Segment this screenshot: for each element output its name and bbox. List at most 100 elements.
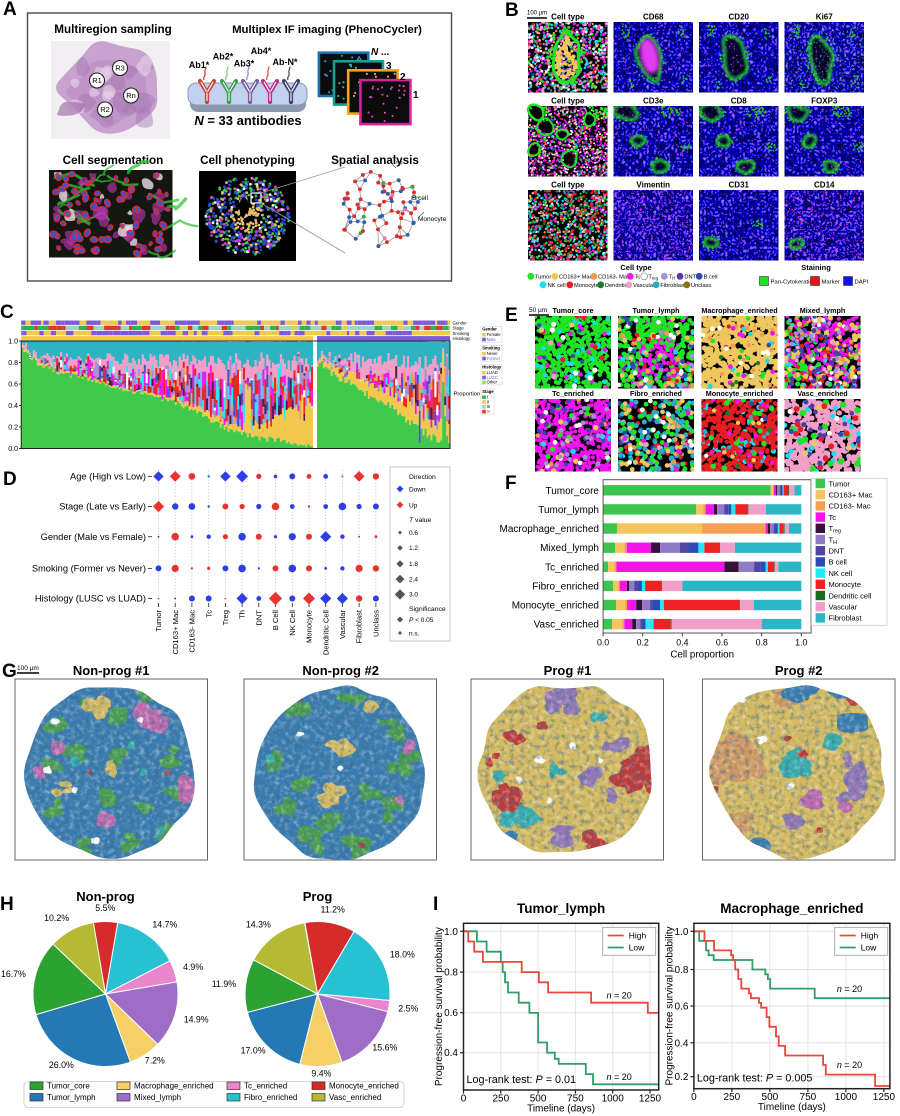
svg-text:CD3e: CD3e	[643, 97, 664, 106]
svg-text:Tumor_lymph: Tumor_lymph	[538, 505, 599, 516]
svg-text:IV: IV	[487, 409, 491, 414]
svg-text:NK cell: NK cell	[548, 283, 566, 289]
svg-text:LUAD: LUAD	[487, 370, 498, 375]
svg-text:Treg: Treg	[648, 274, 658, 280]
svg-text:Ab3*: Ab3*	[234, 59, 255, 69]
svg-text:0.4: 0.4	[674, 1038, 688, 1049]
svg-text:I: I	[487, 395, 488, 400]
svg-text:Tc: Tc	[635, 274, 641, 280]
svg-text:Direction: Direction	[409, 474, 436, 481]
svg-text:DNT: DNT	[684, 274, 696, 280]
svg-text:DAPI: DAPI	[855, 280, 869, 286]
svg-text:LUSC: LUSC	[487, 375, 498, 380]
svg-text:Cell proportion: Cell proportion	[670, 650, 734, 661]
svg-text:1.0: 1.0	[674, 927, 688, 938]
svg-text:Dendritic cell: Dendritic cell	[829, 591, 872, 600]
svg-text:Progression-free survival prob: Progression-free survival probability	[434, 927, 445, 1086]
svg-text:III: III	[487, 404, 491, 409]
svg-text:2.5%: 2.5%	[398, 1003, 418, 1013]
svg-text:Progression-free survival prob: Progression-free survival probability	[664, 927, 675, 1086]
svg-text:F: F	[505, 473, 517, 494]
svg-text:Log-rank test: P = 0.005: Log-rank test: P = 0.005	[697, 1073, 813, 1085]
svg-text:Vascular: Vascular	[338, 610, 347, 639]
svg-text:n.s.: n.s.	[409, 631, 420, 638]
svg-text:CD163+ Mac: CD163+ Mac	[559, 274, 593, 280]
svg-text:1.0: 1.0	[8, 338, 18, 345]
svg-text:0.6: 0.6	[444, 1008, 458, 1019]
svg-text:R3: R3	[115, 64, 125, 73]
svg-text:Histology: Histology	[482, 365, 502, 370]
svg-text:14.9%: 14.9%	[184, 1014, 209, 1024]
svg-text:Vasc_enriched: Vasc_enriched	[534, 620, 599, 631]
svg-text:3.0: 3.0	[409, 592, 418, 599]
svg-text:1.2: 1.2	[409, 545, 418, 552]
svg-text:Low: Low	[861, 943, 877, 953]
svg-text:Non-prog #2: Non-prog #2	[302, 663, 379, 678]
svg-text:CD20: CD20	[729, 13, 750, 22]
svg-text:TH: TH	[829, 535, 838, 546]
svg-text:Fibroblast: Fibroblast	[829, 614, 863, 623]
svg-text:DNT: DNT	[254, 610, 263, 626]
svg-text:Non-prog: Non-prog	[76, 889, 135, 904]
svg-text:Gender (Male vs Female): Gender (Male vs Female)	[41, 532, 146, 542]
svg-text:CD68: CD68	[643, 13, 664, 22]
svg-text:Age (High vs Low): Age (High vs Low)	[70, 472, 146, 482]
svg-text:B: B	[505, 0, 519, 21]
svg-text:0.6: 0.6	[8, 381, 18, 388]
svg-text:D: D	[3, 469, 17, 490]
svg-text:B cell: B cell	[412, 195, 428, 202]
svg-text:Significance: Significance	[409, 606, 446, 613]
svg-text:500: 500	[762, 1092, 779, 1103]
svg-text:17.0%: 17.0%	[241, 1046, 266, 1056]
svg-text:Other: Other	[487, 380, 498, 385]
svg-text:Gender: Gender	[453, 321, 468, 326]
svg-text:Fibro_enriched: Fibro_enriched	[532, 581, 599, 592]
svg-text:Dendritic: Dendritic	[605, 283, 628, 289]
svg-text:750: 750	[567, 1094, 584, 1105]
svg-text:Multiregion sampling: Multiregion sampling	[54, 23, 172, 36]
svg-text:High: High	[861, 931, 879, 941]
svg-text:1.8: 1.8	[409, 561, 418, 568]
svg-text:0.8: 0.8	[8, 360, 18, 367]
svg-text:Timeline (days): Timeline (days)	[527, 1104, 595, 1115]
svg-text:Smoking: Smoking	[453, 331, 470, 336]
svg-text:Fibro_enriched: Fibro_enriched	[244, 1093, 297, 1102]
svg-text:Ki67: Ki67	[816, 13, 833, 22]
svg-text:NK cell: NK cell	[829, 569, 853, 578]
svg-text:Monocyte: Monocyte	[829, 580, 862, 589]
svg-text:0.2: 0.2	[674, 1072, 688, 1083]
svg-text:1250: 1250	[639, 1094, 662, 1105]
svg-text:Dendritic Cell: Dendritic Cell	[321, 610, 330, 655]
svg-text:Tumor_lymph: Tumor_lymph	[47, 1093, 96, 1102]
svg-text:Tumor: Tumor	[535, 274, 551, 280]
svg-text:2: 2	[400, 72, 406, 83]
svg-text:Tumor_core: Tumor_core	[47, 1082, 90, 1091]
svg-text:Gender: Gender	[482, 327, 497, 332]
svg-text:0.8: 0.8	[444, 968, 458, 979]
svg-text:0.4: 0.4	[8, 403, 18, 410]
svg-text:Vascular: Vascular	[829, 603, 858, 612]
svg-text:Prog #2: Prog #2	[775, 663, 823, 678]
svg-text:Unclass: Unclass	[372, 610, 381, 637]
svg-text:Up: Up	[409, 503, 418, 510]
svg-text:Spatial analysis: Spatial analysis	[331, 154, 419, 167]
svg-text:Treg: Treg	[829, 524, 842, 535]
svg-text:P < 0.05: P < 0.05	[409, 617, 434, 624]
svg-text:CD14: CD14	[814, 181, 835, 190]
svg-text:Tumor_core: Tumor_core	[545, 486, 599, 497]
svg-text:16.7%: 16.7%	[1, 969, 26, 979]
svg-text:14.3%: 14.3%	[246, 920, 271, 930]
svg-text:0.8: 0.8	[756, 638, 768, 648]
svg-text:26.0%: 26.0%	[49, 1060, 74, 1070]
svg-text:750: 750	[800, 1092, 817, 1103]
svg-text:Rn: Rn	[126, 91, 136, 100]
svg-text:0.0: 0.0	[8, 446, 18, 453]
svg-text:Macrophage_enriched: Macrophage_enriched	[720, 901, 863, 916]
svg-text:Stage: Stage	[453, 326, 465, 331]
svg-text:Mixed_lymph: Mixed_lymph	[540, 543, 599, 554]
svg-text:R1: R1	[92, 76, 102, 85]
svg-text:7.2%: 7.2%	[145, 1056, 165, 1066]
svg-text:CD163- Mac: CD163- Mac	[598, 274, 630, 280]
svg-text:Smoking: Smoking	[482, 346, 500, 351]
svg-text:2.4: 2.4	[409, 576, 418, 583]
